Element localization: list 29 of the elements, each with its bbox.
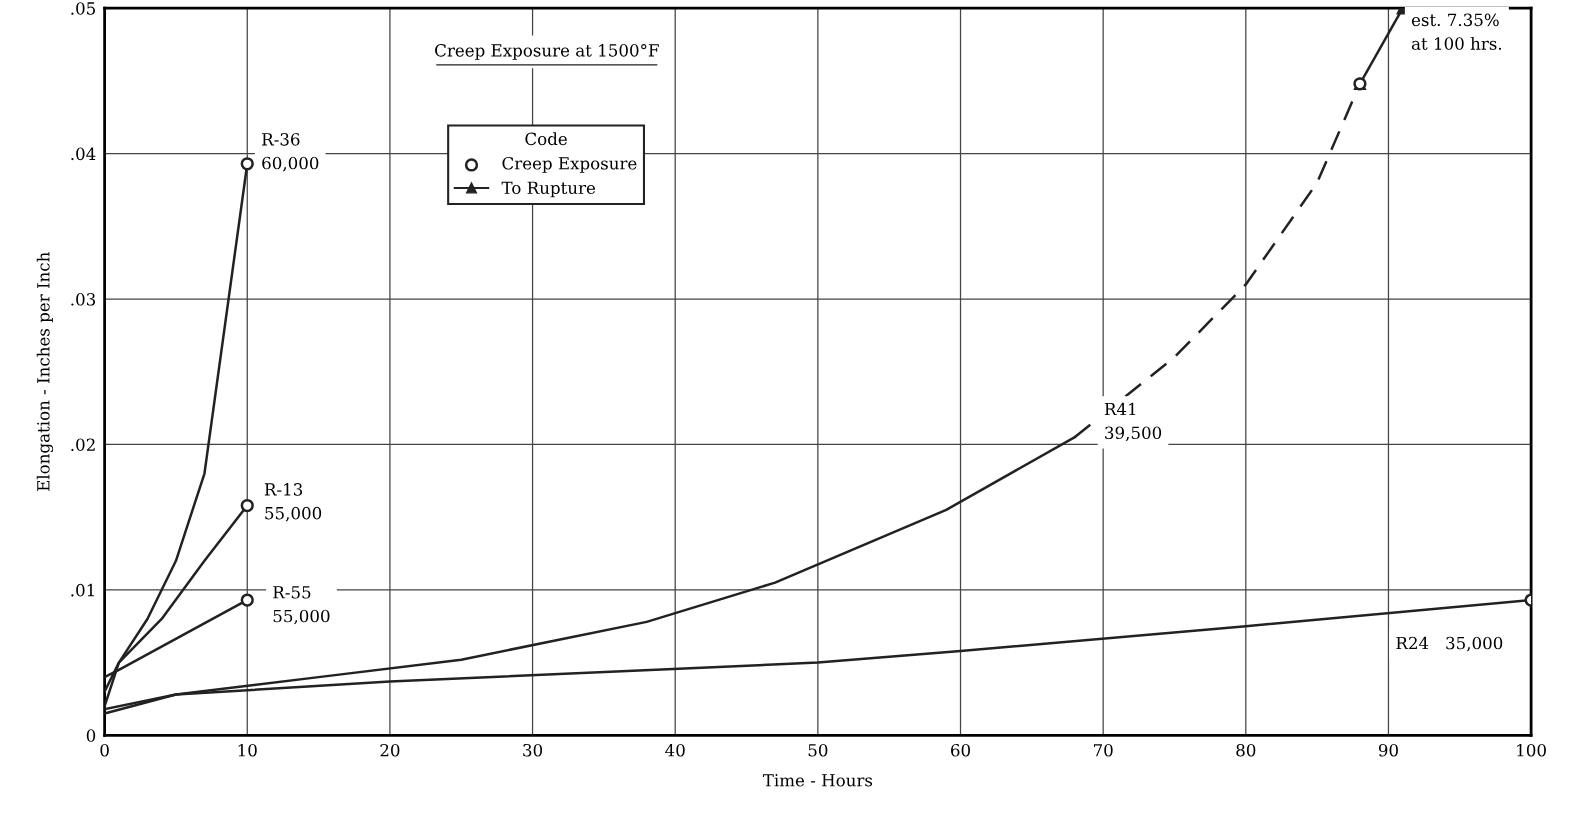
legend-label: Creep Exposure: [502, 157, 637, 173]
y-tick-label: .05: [71, 2, 95, 15]
x-tick-label: 70: [1093, 743, 1113, 757]
y-tick-label: 0: [86, 729, 96, 742]
x-tick-label: 90: [1378, 743, 1398, 757]
legend-label: To Rupture: [501, 181, 596, 198]
annotation: R-13 55,000: [264, 483, 322, 522]
text: Creep Exposure at 1500°F: [435, 44, 659, 60]
annotation: R-55 55,000: [273, 586, 330, 625]
y-tick-label: .03: [71, 292, 96, 306]
x-tick-label: 10: [238, 743, 257, 757]
y-tick-label: .02: [71, 438, 95, 452]
x-axis-title: Time - Hours: [762, 774, 873, 787]
x-tick-label: 60: [951, 743, 971, 757]
x-tick-label: 20: [380, 743, 400, 757]
x-tick-label: 50: [808, 743, 828, 757]
x-tick-label: 40: [665, 743, 685, 757]
legend-title: Code: [525, 132, 567, 146]
y-tick-label: .04: [71, 147, 96, 161]
y-tick-label: .01: [71, 583, 94, 597]
annotation: R24 35,000: [1396, 636, 1503, 652]
annotation: est. 7.35% at 100 hrs.: [1411, 13, 1502, 50]
x-tick-label: 0: [100, 743, 109, 757]
annotation: R41 39,500: [1104, 402, 1162, 442]
x-tick-label: 80: [1236, 743, 1256, 757]
x-tick-label: 30: [523, 743, 543, 757]
annotation: R-36 60,000: [262, 133, 319, 172]
y-axis-title: Elongation - Inches per Inch: [36, 252, 54, 491]
x-tick-label: 100: [1517, 743, 1546, 757]
